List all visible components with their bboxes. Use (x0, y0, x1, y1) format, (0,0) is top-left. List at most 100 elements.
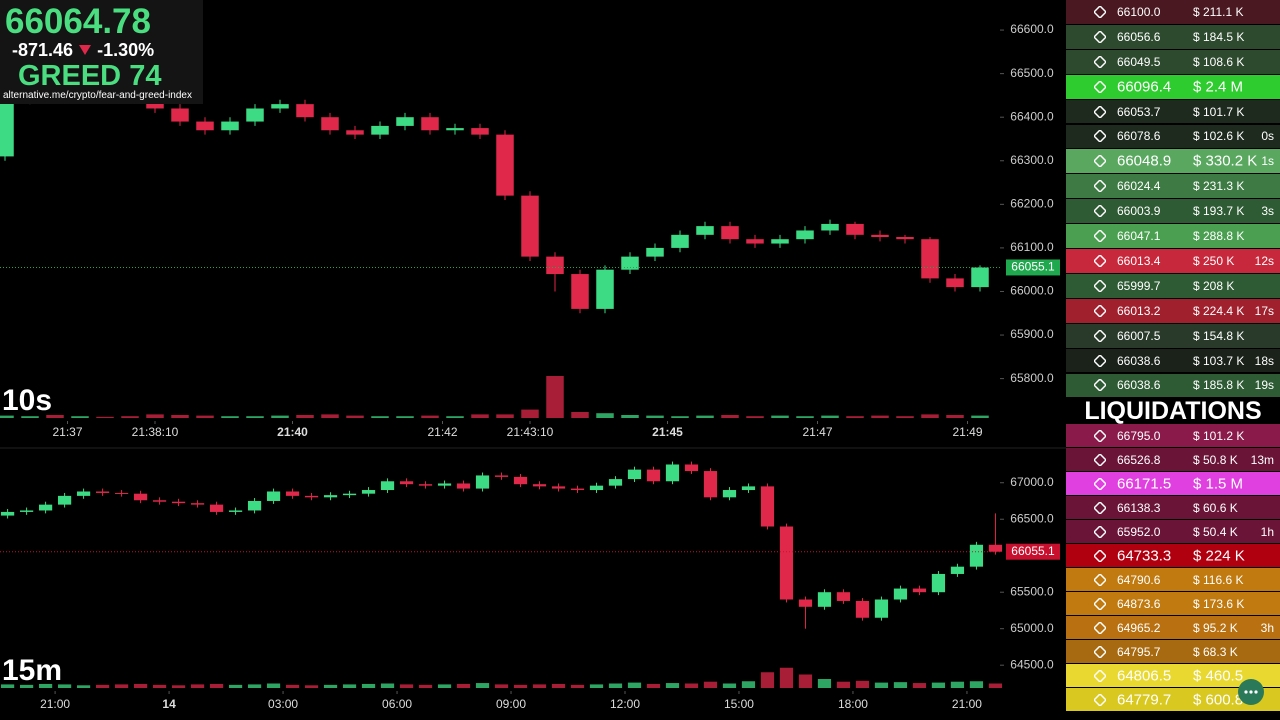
x-tick-label: 21:45 (652, 425, 683, 439)
price: 66064.78 (5, 2, 151, 41)
volume-bar (971, 415, 989, 418)
candle-body (0, 511, 15, 516)
row-price: 66003.9 (1117, 204, 1161, 219)
interval-label: 15m (2, 654, 62, 687)
volume-bar (627, 682, 642, 688)
exchange-icon (1094, 379, 1106, 392)
candle-body (741, 486, 756, 491)
volume-bar (817, 679, 832, 688)
row-age: 18s (1254, 353, 1274, 368)
y-tick-label: 66500.0 (1010, 66, 1054, 80)
candle-body (0, 99, 14, 157)
volume-bar (71, 416, 89, 418)
volume-bar (494, 684, 509, 688)
ticker-header: 66064.78 -871.46 -1.30% GREED 74 alterna… (0, 0, 203, 104)
volume-bar (703, 681, 718, 688)
row-amount: $ 102.6 K (1193, 129, 1245, 144)
row-amount: $ 101.7 K (1193, 104, 1245, 119)
last-price-box (1006, 259, 1060, 276)
candle-body (921, 239, 939, 279)
trade-row: 66053.7 $ 101.7 K (1066, 99, 1280, 124)
row-price: 66056.6 (1117, 29, 1161, 44)
row-price: 66007.5 (1117, 328, 1161, 343)
liquidation-row: 66138.3 $ 60.6 K (1066, 496, 1280, 519)
y-tick-label: 65000.0 (1010, 621, 1054, 635)
volume-bar (821, 415, 839, 418)
candle-body (589, 485, 604, 491)
volume-bar (771, 415, 789, 418)
trade-row: 66048.9 $ 330.2 K 1s (1066, 149, 1280, 174)
row-price: 66171.5 (1117, 475, 1172, 492)
row-price: 66038.6 (1117, 353, 1161, 368)
x-tick-label: 14 (162, 697, 176, 711)
volume-bar (646, 415, 664, 418)
row-price: 65952.0 (1117, 524, 1161, 539)
candle-body (946, 278, 964, 288)
row-amount: $ 250 K (1193, 253, 1235, 268)
volume-bar (456, 683, 471, 688)
candle-body (684, 464, 699, 472)
candle-body (437, 483, 452, 486)
x-tick-label: 15:00 (724, 697, 754, 711)
volume-bar (38, 683, 53, 688)
row-price: 66024.4 (1117, 179, 1161, 194)
candle-body (152, 500, 167, 502)
row-price: 66048.9 (1117, 152, 1172, 170)
liquidation-row: 66171.5 $ 1.5 M (1066, 472, 1280, 495)
volume-bar (546, 376, 564, 418)
candle-body (371, 125, 389, 135)
volume-bar (513, 684, 528, 688)
y-tick-label: 65900.0 (1010, 327, 1054, 341)
candle-body (646, 469, 661, 482)
volume-bar (946, 415, 964, 418)
row-amount: $ 101.2 K (1193, 428, 1245, 443)
candle-body (646, 247, 664, 257)
volume-bar (741, 681, 756, 688)
trade-row: 66056.6 $ 184.5 K (1066, 24, 1280, 49)
volume-bar (570, 684, 585, 688)
volume-bar (96, 416, 114, 418)
volume-bar (437, 684, 452, 688)
row-amount: $ 600.8 (1193, 691, 1244, 708)
row-price: 66096.4 (1117, 78, 1172, 96)
row-amount: $ 211.1 K (1193, 4, 1244, 19)
candle-body (771, 239, 789, 244)
volume-bar (760, 672, 775, 688)
x-tick-label: 21:42 (427, 425, 457, 439)
volume-bar (871, 415, 889, 418)
volume-bar (665, 683, 680, 688)
volume-bar (696, 415, 714, 418)
exchange-icon (1094, 304, 1106, 317)
x-tick-label: 21:40 (277, 425, 308, 439)
volume-bar (446, 416, 464, 418)
change-value: -871.46 (12, 40, 74, 60)
side-panel: 66100.0 $ 211.1 K 66056.6 $ 184.5 K 66049.5 $… (1066, 0, 1280, 720)
last-price-label: 66055.1 (1011, 260, 1055, 274)
volume-bar (684, 683, 699, 688)
trade-row: 66013.4 $ 250 K 12s (1066, 249, 1280, 273)
liquidation-row: 64873.6 $ 173.6 K (1066, 592, 1280, 615)
chat-button[interactable] (1236, 677, 1266, 707)
candle-body (296, 104, 314, 118)
candle-body (846, 223, 864, 235)
volume-bar (836, 681, 851, 688)
source[interactable]: alternative.me/crypto/fear-and-greed-ind… (3, 90, 192, 101)
volume-bar (46, 415, 64, 418)
row-amount: $ 184.5 K (1193, 29, 1245, 44)
candle-body (95, 491, 110, 493)
candle-body (246, 108, 264, 122)
sentiment: GREED 74 (18, 60, 161, 93)
volume-bar (896, 416, 914, 418)
row-price: 64795.7 (1117, 644, 1161, 659)
candle-body (703, 471, 718, 498)
row-price: 66100.0 (1117, 4, 1161, 19)
volume-bar (471, 414, 489, 418)
liquidation-row: 64733.3 $ 224 K (1066, 544, 1280, 567)
exchange-icon (1094, 254, 1106, 267)
row-amount: $ 288.8 K (1193, 229, 1245, 244)
exchange-icon (1094, 55, 1106, 68)
volume-bar (893, 682, 908, 688)
volume-bar (521, 409, 539, 418)
exchange-icon (1094, 669, 1106, 682)
